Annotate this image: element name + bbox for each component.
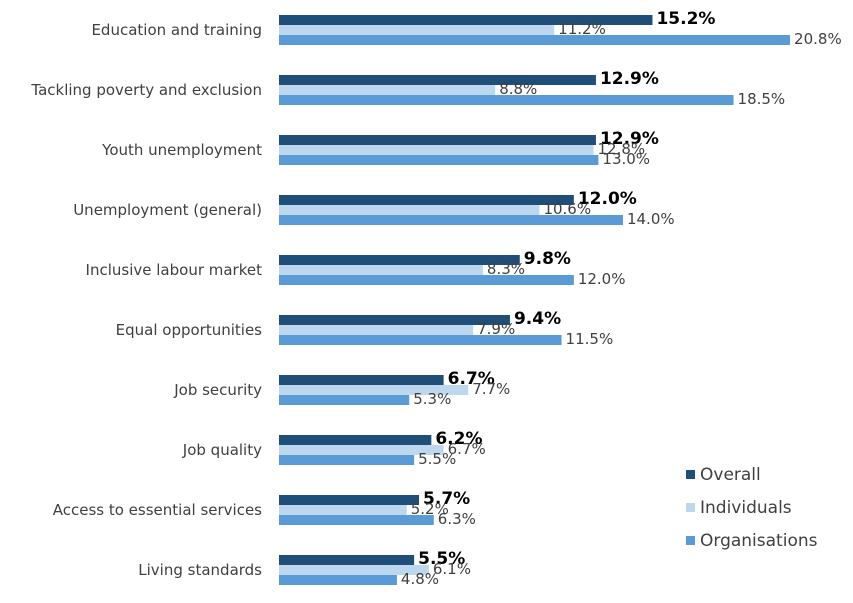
- category-group: Equal opportunities 9.4%7.9% 11.5%: [116, 309, 614, 348]
- bar-individuals: [279, 205, 540, 215]
- category-label: Job quality: [182, 441, 262, 459]
- data-label: 12.0%: [578, 270, 626, 288]
- bar-organisations: [279, 455, 415, 465]
- category-group: Tackling poverty and exclusion 12.9% 8.8% 1…: [30, 69, 785, 108]
- category-label: Tackling poverty and exclusion: [30, 81, 262, 99]
- data-label: 5.5%: [418, 549, 465, 569]
- bar-individuals: [279, 25, 555, 35]
- data-label: 18.5%: [738, 90, 786, 108]
- data-label: 6.7%: [448, 440, 486, 458]
- data-label: 5.7%: [423, 489, 470, 509]
- category-group: Job quality 6.2%6.7%5.5%: [182, 429, 486, 468]
- bar-organisations: [279, 515, 434, 525]
- bar-organisations: [279, 275, 574, 285]
- data-label: 5.5%: [418, 450, 456, 468]
- legend-label: Overall: [700, 465, 761, 485]
- data-label: 13.0%: [602, 150, 650, 168]
- category-label: Unemployment (general): [73, 201, 262, 219]
- bar-overall: [279, 315, 510, 325]
- bar-organisations: [279, 95, 734, 105]
- legend-swatch: [686, 503, 695, 512]
- category-group: Education and training 15.2% 11.2% 20.8%: [91, 9, 841, 48]
- data-label: 20.8%: [794, 30, 842, 48]
- data-label: 7.9%: [477, 320, 515, 338]
- category-label: Inclusive labour market: [86, 261, 263, 279]
- bar-individuals: [279, 505, 407, 515]
- category-label: Equal opportunities: [116, 321, 263, 339]
- category-group: Youth unemployment 12.9%12.8%13.0%: [101, 129, 659, 168]
- bar-overall: [279, 195, 574, 205]
- legend-label: Organisations: [700, 531, 818, 551]
- data-label: 5.3%: [413, 390, 451, 408]
- data-label: 8.3%: [487, 260, 525, 278]
- data-label: 6.3%: [438, 510, 476, 528]
- data-label: 12.9%: [600, 69, 659, 89]
- legend: Overall Individuals Organisations: [686, 465, 818, 551]
- bar-overall: [279, 255, 520, 265]
- bar-individuals: [279, 385, 469, 395]
- data-label: 11.2%: [558, 20, 606, 38]
- category-label: Youth unemployment: [101, 141, 262, 159]
- data-label: 7.7%: [472, 380, 510, 398]
- bar-individuals: [279, 145, 594, 155]
- data-label: 15.2%: [656, 9, 715, 29]
- bar-individuals: [279, 265, 483, 275]
- category-group: Access to essential services 5.7%5.2%6.3%: [53, 489, 476, 528]
- legend-swatch: [686, 536, 695, 545]
- bar-overall: [279, 375, 444, 385]
- category-group: Job security 6.7%7.7% 5.3%: [173, 369, 510, 408]
- category-group: Unemployment (general) 12.0%10.6% 14.0%: [73, 189, 674, 228]
- data-label: 14.0%: [627, 210, 675, 228]
- data-label: 9.8%: [524, 249, 571, 269]
- data-label: 8.8%: [499, 80, 537, 98]
- category-group: Inclusive labour market 9.8%8.3% 12.0%: [86, 249, 626, 288]
- bar-individuals: [279, 85, 496, 95]
- bar-organisations: [279, 155, 599, 165]
- data-label: 6.2%: [435, 429, 482, 449]
- bar-individuals: [279, 445, 444, 455]
- bar-overall: [279, 555, 415, 565]
- data-label: 6.1%: [433, 560, 471, 578]
- data-label: 9.4%: [514, 309, 561, 329]
- bar-organisations: [279, 395, 410, 405]
- legend-swatch: [686, 470, 695, 479]
- bar-individuals: [279, 565, 429, 575]
- bar-organisations: [279, 335, 562, 345]
- bar-overall: [279, 435, 432, 445]
- bar-overall: [279, 135, 596, 145]
- category-label: Living standards: [138, 561, 262, 579]
- data-label: 11.5%: [566, 330, 614, 348]
- category-group: Living standards 5.5%6.1%4.8%: [138, 549, 471, 588]
- data-label: 12.8%: [597, 140, 645, 158]
- bar-individuals: [279, 325, 474, 335]
- data-label: 5.2%: [411, 500, 449, 518]
- data-label: 4.8%: [401, 570, 439, 588]
- category-label: Education and training: [91, 21, 262, 39]
- bar-organisations: [279, 35, 791, 45]
- bar-organisations: [279, 215, 623, 225]
- data-label: 10.6%: [543, 200, 591, 218]
- bar-overall: [279, 75, 596, 85]
- bar-overall: [279, 15, 653, 25]
- data-label: 6.7%: [448, 369, 495, 389]
- category-label: Job security: [173, 381, 262, 399]
- category-label: Access to essential services: [53, 501, 262, 519]
- bar-organisations: [279, 575, 397, 585]
- legend-label: Individuals: [700, 498, 792, 518]
- bar-overall: [279, 495, 420, 505]
- data-label: 12.9%: [600, 129, 659, 149]
- data-label: 12.0%: [578, 189, 637, 209]
